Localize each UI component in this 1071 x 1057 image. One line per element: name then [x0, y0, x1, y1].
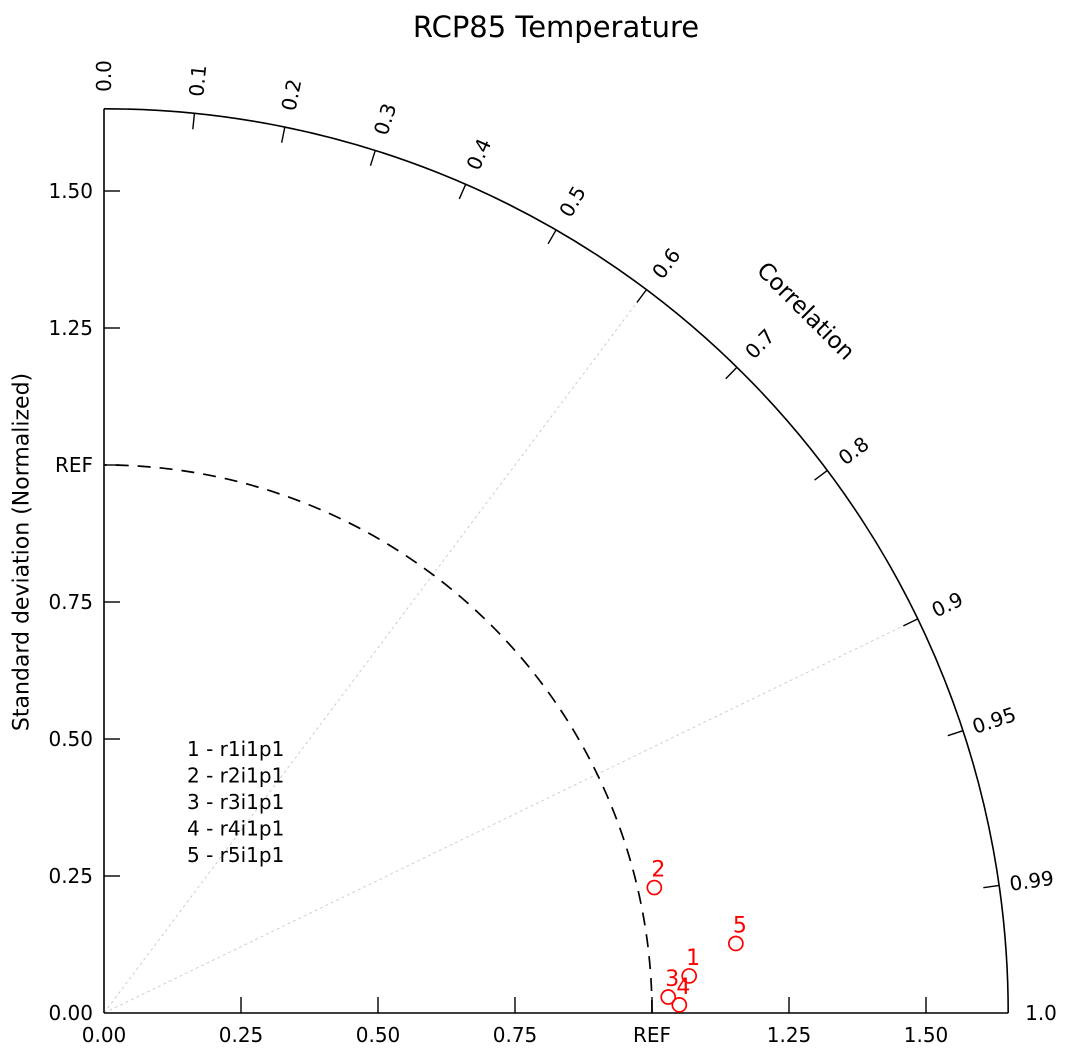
- y-tick-label: 0.50: [48, 727, 93, 751]
- corr-tick-mark: [192, 113, 196, 130]
- corr-tick-label: 0.2: [276, 77, 306, 113]
- corr-tick-mark: [947, 729, 964, 737]
- corr-tick-mark: [983, 884, 1000, 889]
- corr-tick-mark: [280, 126, 286, 143]
- correlation-arc: [103, 108, 1009, 1014]
- corr-tick-label: 0.3: [369, 100, 401, 138]
- ref-std-arc: [103, 464, 653, 1014]
- x-tick-label: REF: [633, 1023, 671, 1047]
- legend-item: 5 - r5i1p1: [187, 843, 284, 867]
- corr-tick-label: 0.9: [928, 587, 967, 622]
- corr-gridline: [103, 618, 918, 1014]
- y-tick-label: REF: [55, 453, 93, 477]
- y-tick-label: 0.00: [48, 1001, 93, 1025]
- corr-tick-label: 0.0: [92, 60, 116, 92]
- corr-tick-mark: [369, 150, 376, 166]
- data-point-marker: [728, 935, 744, 952]
- data-point-label: 5: [733, 913, 747, 938]
- corr-tick-label: 0.4: [461, 135, 496, 174]
- legend-item: 4 - r4i1p1: [187, 817, 284, 841]
- corr-tick-mark: [636, 289, 648, 303]
- y-tick-label: 0.25: [48, 864, 93, 888]
- corr-tick-mark: [725, 366, 738, 380]
- data-point-marker: [660, 989, 677, 1005]
- legend-item: 3 - r3i1p1: [187, 790, 284, 814]
- corr-tick-mark: [547, 229, 557, 245]
- x-tick-label: 0.25: [219, 1023, 264, 1047]
- corr-tick-label: 0.95: [969, 702, 1019, 739]
- legend-item: 2 - r2i1p1: [187, 764, 284, 788]
- corr-tick-label: 0.5: [554, 182, 591, 222]
- legend-item: 1 - r1i1p1: [187, 737, 284, 761]
- x-tick-label: 1.50: [904, 1023, 949, 1047]
- chart-title: RCP85 Temperature: [412, 10, 700, 44]
- data-point-marker: [671, 997, 688, 1013]
- corr-tick-label: 0.1: [184, 64, 211, 98]
- data-point-marker: [646, 879, 663, 896]
- y-tick-label: 1.50: [48, 179, 93, 203]
- y-tick-label: 1.25: [48, 316, 93, 340]
- x-tick-label: 0.50: [356, 1023, 401, 1047]
- x-tick-label: 0.00: [82, 1023, 127, 1047]
- data-point-label: 4: [676, 975, 690, 1000]
- x-tick-label: 0.75: [493, 1023, 538, 1047]
- corr-tick-label: 1.0: [1025, 1001, 1057, 1025]
- corr-tick-mark: [903, 618, 919, 627]
- corr-gridline: [103, 289, 647, 1014]
- x-tick-label: 1.25: [767, 1023, 812, 1047]
- corr-tick-label: 0.99: [1008, 866, 1055, 896]
- corr-tick-label: 0.7: [740, 324, 779, 364]
- corr-tick-mark: [458, 184, 467, 200]
- corr-tick-mark: [814, 469, 828, 481]
- corr-tick-label: 0.8: [834, 432, 874, 470]
- corr-tick-label: 0.6: [647, 243, 685, 283]
- data-point-label: 2: [651, 858, 665, 883]
- data-point-label: 1: [686, 946, 700, 971]
- data-point-label: 3: [665, 967, 679, 992]
- y-tick-label: 0.75: [48, 590, 93, 614]
- data-point-marker: [681, 968, 698, 984]
